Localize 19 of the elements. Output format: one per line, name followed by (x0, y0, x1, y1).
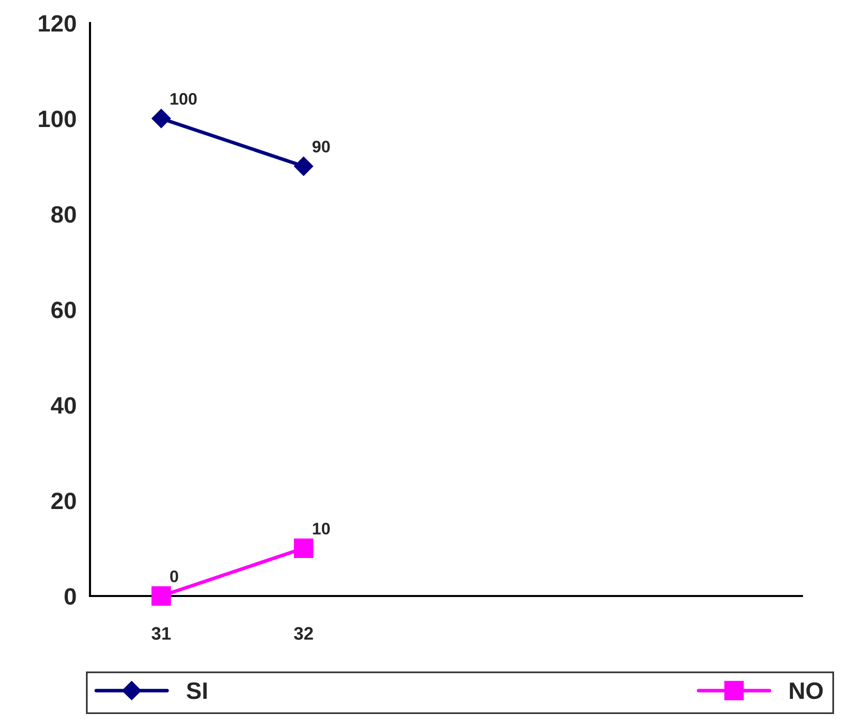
data-label: 100 (170, 92, 197, 105)
y-tick-label: 0 (64, 588, 76, 605)
point (294, 156, 314, 176)
data-label: 10 (312, 522, 330, 535)
legend-label: NO (790, 682, 823, 700)
y-tick-label: 40 (50, 397, 76, 414)
x-tick-label: 31 (152, 627, 171, 640)
y-tick-label: 20 (51, 492, 76, 510)
x-tick-label: 32 (294, 627, 313, 640)
legend-label: SI (186, 682, 207, 700)
y-tick-label: 80 (51, 206, 76, 223)
point (152, 108, 171, 128)
point (294, 538, 314, 558)
y-tick-label: 60 (51, 302, 76, 318)
y-tick-label: 120 (38, 15, 76, 32)
data-label: 0 (170, 570, 178, 582)
y-tick-label: 100 (38, 110, 76, 128)
point (151, 586, 171, 606)
data-label: 90 (312, 140, 330, 153)
